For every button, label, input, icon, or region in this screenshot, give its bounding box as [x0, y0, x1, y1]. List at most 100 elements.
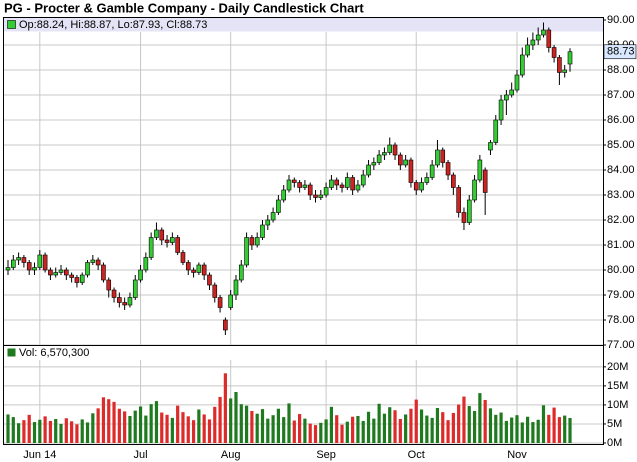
- candle-body: [451, 174, 456, 188]
- volume-bar: [292, 420, 296, 443]
- candle-body: [419, 182, 424, 191]
- x-tick-label: Jun 14: [23, 449, 56, 461]
- y-tick-label: 79.00: [607, 289, 635, 301]
- volume-bar: [75, 424, 79, 443]
- candle-body: [233, 279, 239, 296]
- candle-body: [64, 269, 69, 276]
- volume-bar: [499, 412, 503, 443]
- candle-body: [101, 264, 106, 281]
- candle-body: [376, 154, 382, 163]
- candle-body: [387, 144, 393, 153]
- volume-bar: [446, 420, 450, 443]
- volume-bar: [472, 411, 477, 443]
- y-tick-label: 81.00: [607, 239, 635, 251]
- volume-bar: [91, 413, 95, 443]
- candle-body: [170, 237, 175, 243]
- candle-body: [265, 219, 271, 226]
- candle-body: [498, 99, 504, 121]
- candle-body: [196, 264, 202, 273]
- volume-bar: [229, 398, 233, 443]
- candle-body: [85, 262, 90, 276]
- volume-bar: [223, 373, 227, 443]
- candle-body: [138, 269, 143, 281]
- candle-body: [270, 212, 276, 221]
- volume-bar: [303, 418, 307, 443]
- volume-bar: [547, 414, 551, 443]
- volume-bar: [250, 411, 254, 443]
- volume-bar: [17, 423, 21, 443]
- x-tick-label: Sep: [316, 449, 336, 461]
- volume-tick-label: 20M: [607, 361, 628, 373]
- candle-body: [254, 237, 260, 246]
- volume-bar: [525, 416, 530, 443]
- candle-body: [514, 74, 520, 91]
- volume-bar: [483, 399, 487, 443]
- volume-bar: [541, 405, 546, 443]
- candle-body: [339, 184, 345, 188]
- candle-body: [132, 279, 138, 298]
- candle-body: [90, 259, 96, 263]
- volume-bar: [11, 417, 15, 443]
- candle-body: [440, 149, 446, 163]
- volume-bar: [563, 415, 567, 443]
- candle-body: [392, 144, 398, 156]
- candle-body: [413, 182, 419, 191]
- volume-bar: [107, 399, 111, 443]
- volume-bar: [170, 417, 174, 443]
- candle-body: [154, 229, 159, 238]
- volume-bar: [80, 419, 84, 443]
- candle-body: [519, 54, 525, 76]
- candle-body: [371, 162, 377, 166]
- candle-body: [477, 159, 483, 181]
- legend-icon: [7, 20, 16, 29]
- candle-body: [297, 182, 302, 188]
- volume-bar: [388, 407, 392, 443]
- volume-bar: [419, 409, 424, 443]
- volume-bar: [319, 422, 323, 443]
- y-tick-label: 83.00: [607, 189, 635, 201]
- volume-bar: [467, 406, 471, 443]
- volume-bar: [43, 416, 47, 443]
- candle-body: [281, 189, 286, 201]
- candle-body: [207, 274, 212, 286]
- candle-body: [58, 269, 64, 273]
- volume-bar: [568, 417, 572, 443]
- candle-body: [323, 187, 329, 196]
- candle-body: [16, 257, 21, 261]
- volume-bar: [149, 404, 153, 443]
- volume-bar: [409, 408, 413, 443]
- legend-band: [3, 17, 604, 32]
- y-tick-label: 80.00: [607, 264, 635, 276]
- volume-bar: [345, 421, 349, 443]
- candle-body: [143, 257, 149, 271]
- volume-bar: [536, 419, 540, 443]
- candle-body: [42, 254, 48, 271]
- candle-body: [238, 264, 244, 281]
- volume-bar: [351, 416, 355, 443]
- candle-body: [445, 162, 451, 176]
- y-tick-label: 82.00: [607, 214, 635, 226]
- candle-body: [159, 229, 165, 241]
- volume-bar: [38, 419, 42, 443]
- volume-bar: [266, 418, 270, 443]
- volume-bar: [112, 401, 116, 443]
- volume-bar: [557, 417, 561, 443]
- volume-bar: [160, 412, 164, 443]
- candle-body: [562, 69, 567, 73]
- candle-body: [212, 284, 218, 298]
- volume-bar: [6, 414, 10, 443]
- candle-body: [164, 239, 170, 243]
- volume-bar: [48, 420, 53, 443]
- candle-body: [286, 179, 292, 191]
- candle-body: [249, 237, 255, 246]
- volume-panel-border: [3, 345, 604, 445]
- volume-bar: [207, 419, 212, 443]
- volume-bar: [128, 415, 132, 443]
- volume-bar: [133, 410, 137, 443]
- candle-body: [461, 212, 467, 223]
- candle-body: [175, 237, 180, 253]
- volume-bar: [123, 411, 127, 443]
- candle-body: [201, 264, 207, 276]
